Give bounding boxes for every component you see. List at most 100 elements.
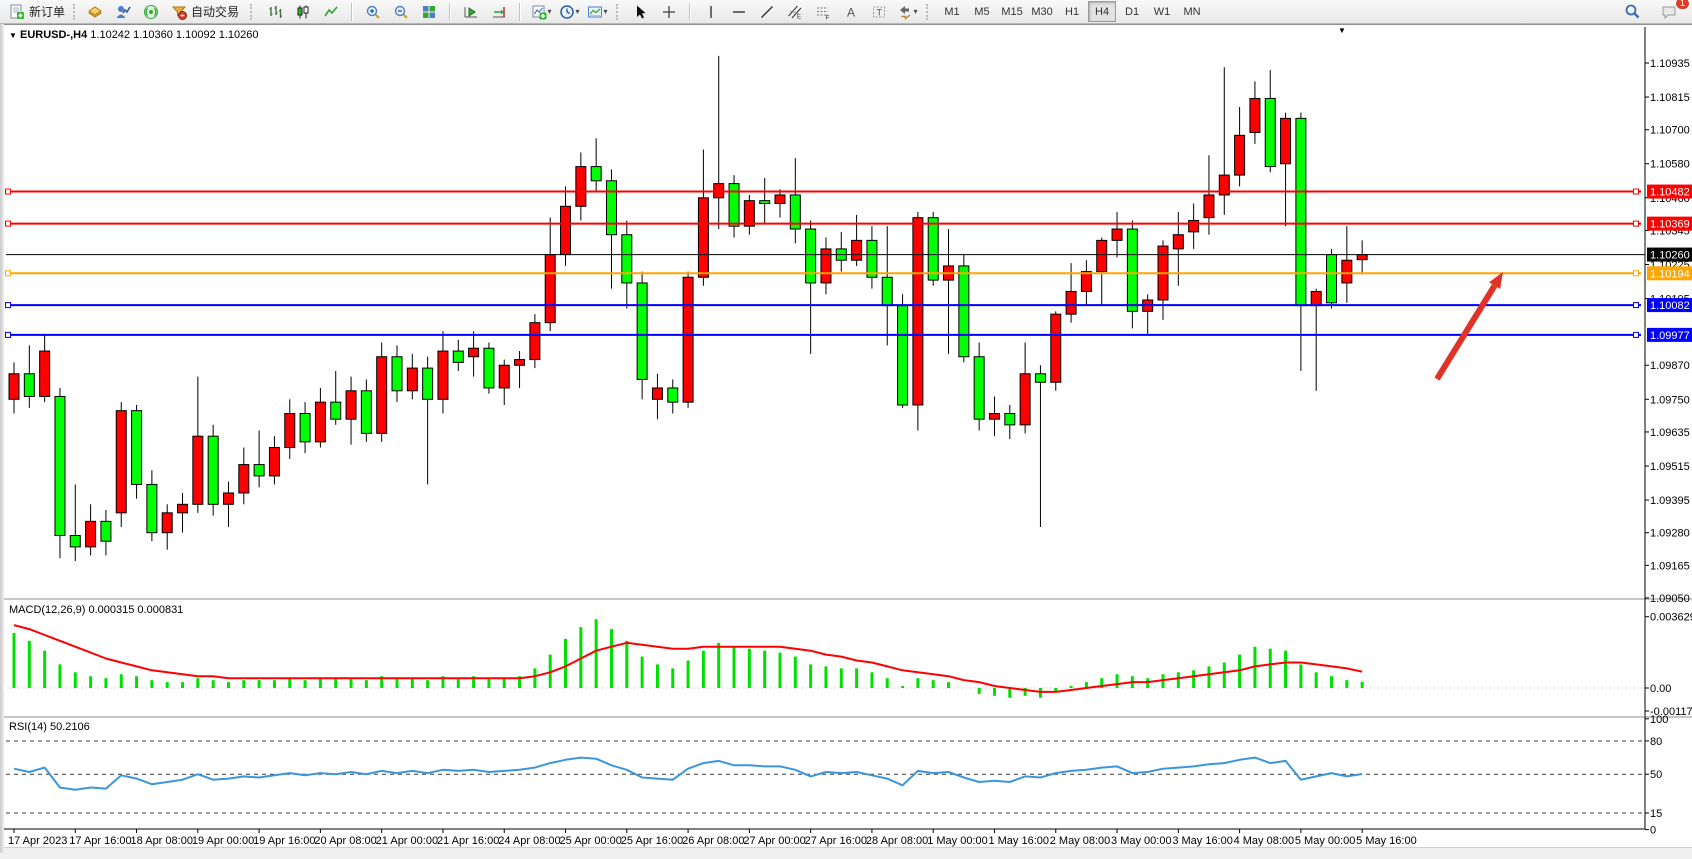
timeframe-button-M30[interactable]: M30 [1031,5,1053,18]
candle-body [161,512,173,534]
text-label-tool-button[interactable]: T [865,1,893,23]
line-handle[interactable] [1633,331,1639,338]
candle-body [514,359,526,366]
svg-text:A: A [847,5,855,19]
line-handle[interactable] [1633,188,1639,195]
fibonacci-tool-button[interactable]: F [809,1,837,23]
auto-scroll-button[interactable] [457,1,485,23]
candle-body [422,367,434,400]
signal-icon [144,4,159,19]
price-tick-label: 1.09515 [1650,461,1690,473]
line-handle[interactable] [5,270,11,277]
macd-name: MACD(12,26,9) [9,604,86,616]
market-depth-button[interactable] [81,1,109,23]
svg-text:E: E [797,14,801,20]
candle-body [1326,254,1338,304]
candle-body [299,412,311,443]
candle-body [284,412,296,449]
time-tick-label: 21 Apr 16:00 [437,835,499,847]
time-tick-label: 24 Apr 08:00 [498,835,560,847]
collapse-triangle-icon[interactable]: ▼ [9,31,17,40]
text-tool-button[interactable]: A [837,1,865,23]
candle-body [1172,234,1184,250]
trendline-tool-button[interactable] [753,1,781,23]
line-handle[interactable] [5,188,11,195]
bar-chart-mode-button[interactable] [261,1,289,23]
periods-button[interactable]: ▾ [555,1,583,23]
templates-button[interactable]: ▾ [583,1,611,23]
candle-body [483,347,495,389]
line-handle[interactable] [1633,302,1639,309]
window-left-border [0,24,4,853]
vertical-line-icon [710,5,712,18]
tile-windows-button[interactable] [415,1,443,23]
candle-body [1004,412,1016,426]
line-handle[interactable] [1633,220,1639,227]
timeframe-button-D1[interactable]: D1 [1125,5,1140,18]
candle-body [697,197,709,278]
time-tick-label: 27 Apr 00:00 [743,835,805,847]
autotrading-icon [171,6,188,20]
horizontal-line-tool-button[interactable] [725,1,753,23]
crosshair-tool-button[interactable] [655,1,683,23]
new-order-icon [10,4,24,19]
level-price-tag [1647,216,1692,231]
rsi-tick-label: 50 [1650,769,1662,781]
price-tick-label: 1.09635 [1650,427,1690,439]
line-handle[interactable] [5,220,11,227]
line-handle[interactable] [5,331,11,338]
rsi-tick-label: 0 [1650,825,1656,837]
price-tick-label: 1.09165 [1650,560,1690,572]
autotrading-label: 自动交易 [191,5,240,19]
line-handle[interactable] [1633,270,1639,277]
candle-body [115,410,127,514]
zoom-in-button[interactable] [359,1,387,23]
bar-chart-icon [269,5,283,18]
line-chart-mode-button[interactable] [317,1,345,23]
timeframe-button-H4[interactable]: H4 [1088,1,1117,22]
candle-body [498,364,510,389]
candle-body [468,347,480,358]
zoom-out-button[interactable] [387,1,415,23]
fibonacci-icon: F [817,7,830,20]
auto-scroll-icon [464,6,478,17]
autotrading-button[interactable]: 自动交易 [165,1,245,23]
signal-button[interactable] [137,1,165,23]
arrows-tool-button[interactable]: ▾ [893,1,921,23]
candle-body [958,265,970,358]
new-order-button[interactable]: 新订单 [3,1,71,23]
candlestick-mode-button[interactable] [289,1,317,23]
timeframe-button-MN[interactable]: MN [1183,5,1201,18]
time-tick-label: 20 Apr 08:00 [314,835,376,847]
timeframe-button-H1[interactable]: H1 [1065,5,1080,18]
annotation-arrow[interactable] [1434,272,1503,381]
search-button[interactable] [1618,1,1646,23]
levels-layer [5,188,1645,338]
chart-shift-button[interactable] [485,1,513,23]
time-tick-label: 4 May 08:00 [1234,835,1295,847]
market-watch-button[interactable] [109,1,137,23]
line-handle[interactable] [5,302,11,309]
candle-body [560,205,572,256]
candle-body [912,217,924,406]
channel-tool-button[interactable]: E [781,1,809,23]
chat-icon [1662,6,1676,19]
macd-tick-label: 0.003629 [1650,612,1692,624]
timeframe-button-M5[interactable]: M5 [974,5,990,18]
timeframe-button-M15[interactable]: M15 [1001,5,1023,18]
timeframe-button-M1[interactable]: M1 [944,5,960,18]
scroll-end-marker-icon[interactable]: ▼ [1338,26,1346,35]
candle-body [805,228,817,284]
level-price-tag [1647,327,1692,342]
notifications-button[interactable]: 1 [1656,0,1690,23]
vertical-line-tool-button[interactable] [697,1,725,23]
candle-body [1341,259,1353,284]
candle-body [177,503,189,514]
timeframe-button-W1[interactable]: W1 [1153,5,1171,18]
cursor-tool-button[interactable] [627,1,655,23]
indicators-button[interactable]: ▾ [527,1,555,23]
price-chart: 1.109351.108151.107001.105801.104601.103… [0,25,1692,854]
candle-body [207,435,219,505]
level-price-tag-text: 1.09977 [1650,330,1690,342]
